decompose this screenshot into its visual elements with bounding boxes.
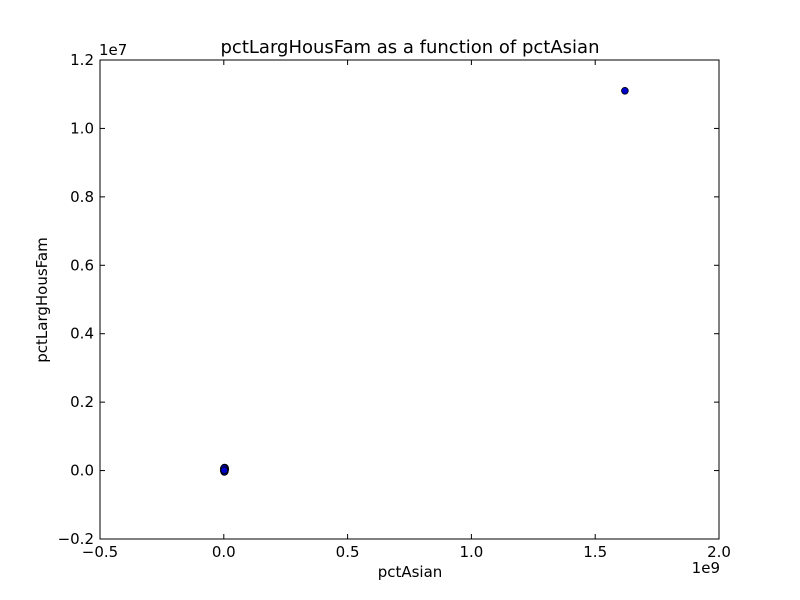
y-tick-label: 0.8 — [70, 188, 94, 206]
y-tick-label: 0.6 — [70, 256, 94, 274]
x-axis-label: pctAsian — [378, 563, 443, 581]
plot-frame — [99, 59, 720, 540]
x-tick-label: 2.0 — [707, 543, 731, 561]
y-tick-label: 0.2 — [70, 393, 94, 411]
x-axis-ticks: −0.5 0.0 0.5 1.0 1.5 2.0 — [82, 60, 731, 561]
y-tick-label: 0.4 — [70, 325, 94, 343]
x-tick-label: 0.0 — [212, 543, 236, 561]
x-tick-label: 1.0 — [459, 543, 483, 561]
y-tick-label: 1.2 — [70, 51, 94, 69]
y-tick-label: 1.0 — [70, 119, 94, 137]
y-axis-ticks: −0.2 0.0 0.2 0.4 0.6 0.8 1.0 1.2 — [58, 51, 719, 548]
chart-title: pctLargHousFam as a function of pctAsian — [221, 37, 600, 58]
x-axis-offset-label: 1e9 — [692, 559, 720, 577]
x-tick-label: −0.5 — [82, 543, 118, 561]
data-point — [220, 466, 229, 475]
x-tick-label: 1.5 — [583, 543, 607, 561]
y-tick-label: 0.0 — [70, 462, 94, 480]
data-point — [621, 86, 629, 95]
plot-area — [99, 59, 720, 540]
data-points — [220, 86, 629, 476]
y-axis-label: pctLargHousFam — [33, 237, 51, 362]
y-axis-offset-label: 1e7 — [99, 41, 127, 59]
y-tick-label: −0.2 — [58, 530, 94, 548]
x-tick-label: 0.5 — [336, 543, 360, 561]
